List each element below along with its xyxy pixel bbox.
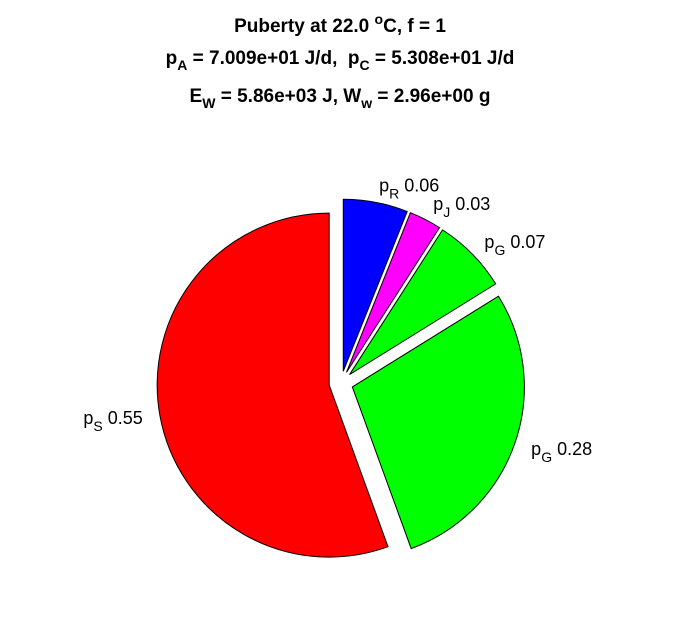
- title-text: E: [190, 86, 203, 107]
- pie-slice: [346, 212, 441, 373]
- slice-value: 0.28: [557, 439, 592, 459]
- title-sub: w: [360, 95, 372, 111]
- title-text: p: [166, 48, 178, 69]
- title-text: Puberty at 22.0: [234, 16, 374, 37]
- title-line: EW = 5.86e+03 J, Ww = 2.96e+00 g: [190, 86, 491, 111]
- title-sub: A: [177, 57, 187, 73]
- pie-slice: [349, 229, 497, 376]
- slice-label: pR 0.06: [379, 175, 439, 201]
- slice-subscript: S: [93, 418, 102, 434]
- slice-subscript: G: [541, 449, 552, 465]
- title-text: = 7.009e+01 J/d, p: [187, 48, 359, 69]
- slice-label: pG 0.07: [484, 232, 545, 258]
- slice-symbol: p: [379, 175, 389, 195]
- title-sub: C: [360, 57, 370, 73]
- slice-value: 0.03: [455, 194, 490, 214]
- title-text: C, f = 1: [383, 16, 446, 37]
- slice-value: 0.06: [404, 175, 439, 195]
- title-line: Puberty at 22.0 oC, f = 1: [234, 11, 446, 37]
- title-text: = 5.86e+03 J, W: [215, 86, 361, 107]
- pie-slice: [342, 198, 408, 372]
- pie-slice: [351, 295, 525, 550]
- slice-value: 0.55: [108, 408, 143, 428]
- slice-symbol: p: [83, 408, 93, 428]
- slice-symbol: p: [433, 194, 443, 214]
- title-sup: o: [375, 11, 384, 27]
- slice-subscript: R: [389, 185, 399, 201]
- title-text: = 2.96e+00 g: [372, 86, 490, 107]
- slice-value: 0.07: [510, 232, 545, 252]
- title-text: = 5.308e+01 J/d: [370, 48, 515, 69]
- slice-subscript: J: [443, 204, 450, 220]
- slice-subscript: G: [494, 242, 505, 258]
- pie-slice: [156, 212, 389, 558]
- slice-symbol: p: [484, 232, 494, 252]
- slice-label: pG 0.28: [531, 439, 592, 465]
- slice-label: pJ 0.03: [433, 194, 490, 220]
- slice-label: pS 0.55: [83, 408, 142, 434]
- title-sub: W: [202, 95, 216, 111]
- slice-symbol: p: [531, 439, 541, 459]
- title-line: pA = 7.009e+01 J/d, pC = 5.308e+01 J/d: [166, 48, 515, 73]
